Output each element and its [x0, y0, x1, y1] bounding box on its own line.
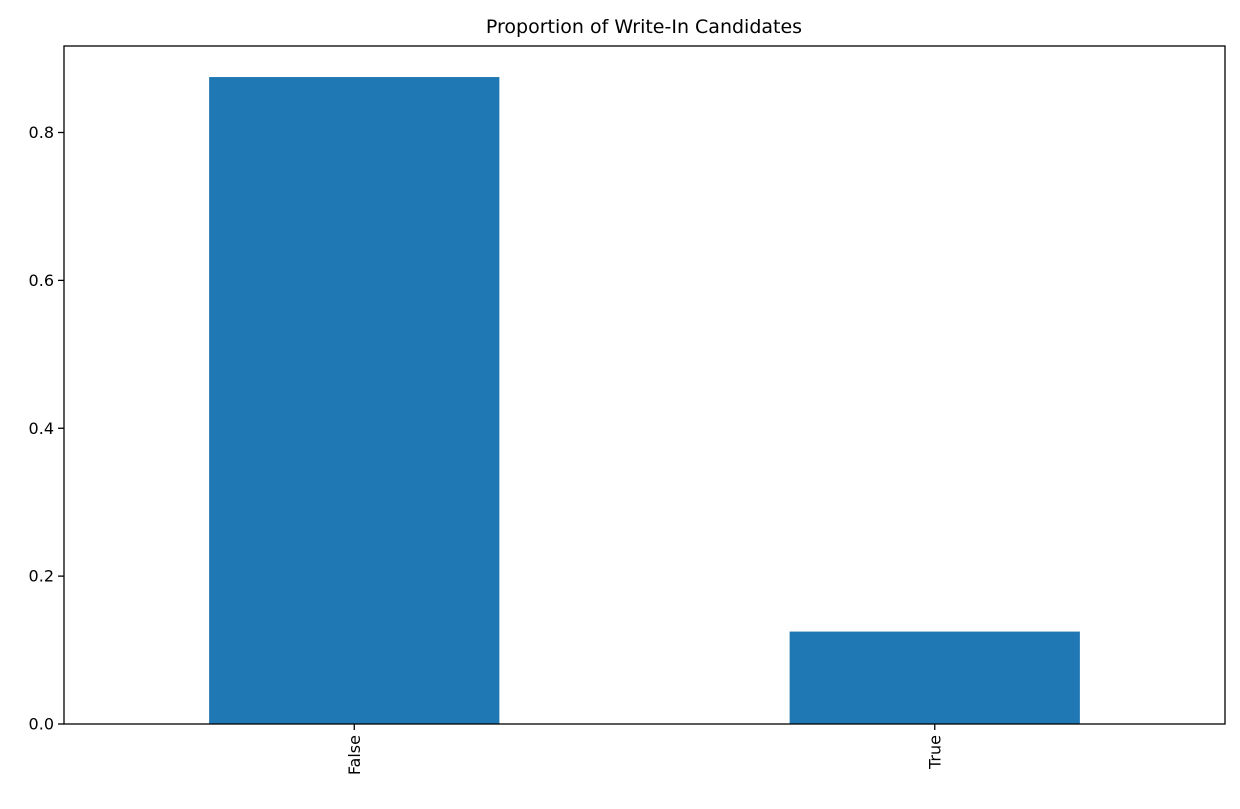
y-axis: 0.0 0.2 0.4 0.6 0.8: [29, 123, 64, 734]
y-tick-label: 0.0: [29, 715, 54, 734]
chart-title: Proportion of Write-In Candidates: [486, 16, 802, 38]
plot-frame: [63, 45, 1226, 725]
x-axis: False True: [345, 724, 944, 775]
y-tick-label: 0.6: [29, 271, 54, 290]
bar-false: [209, 77, 500, 724]
y-tick-label: 0.4: [29, 419, 54, 438]
bar-true: [789, 631, 1080, 724]
x-tick-label: False: [345, 735, 364, 775]
bars-group: [209, 77, 1080, 724]
x-tick-label: True: [925, 735, 944, 770]
y-tick-label: 0.2: [29, 567, 54, 586]
y-tick-label: 0.8: [29, 123, 54, 142]
